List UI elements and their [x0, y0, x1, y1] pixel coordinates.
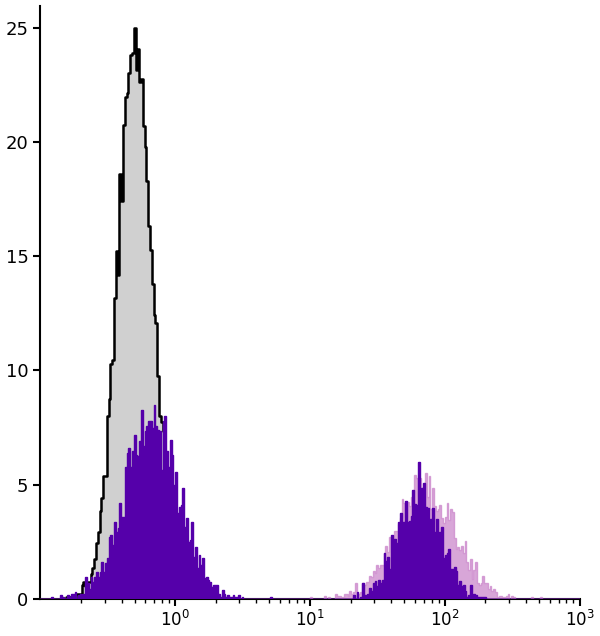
- Polygon shape: [40, 404, 580, 598]
- Polygon shape: [40, 473, 580, 598]
- Polygon shape: [40, 29, 580, 598]
